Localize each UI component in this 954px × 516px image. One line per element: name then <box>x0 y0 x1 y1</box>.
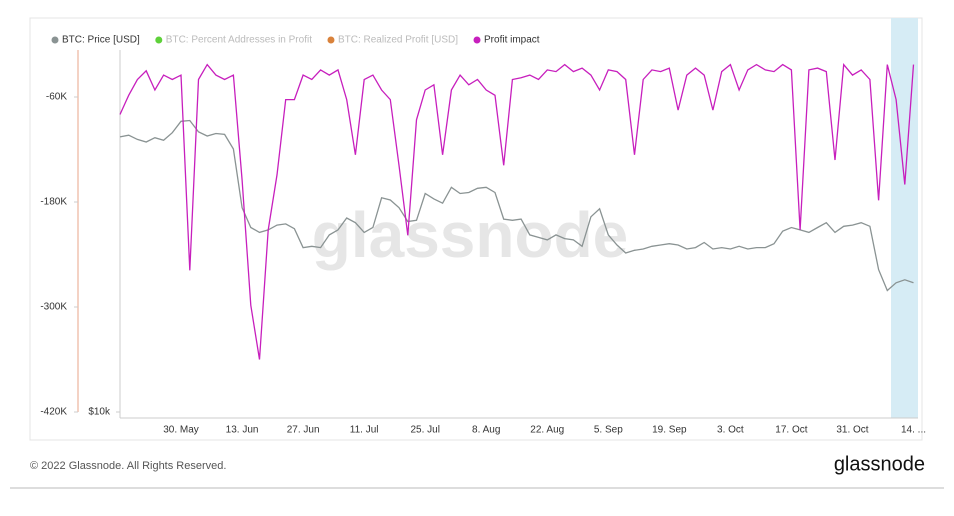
legend-marker <box>155 36 163 44</box>
y-tick-label: -300K <box>40 302 67 313</box>
x-tick-label: 30. May <box>163 425 199 436</box>
x-tick-label: 25. Jul <box>410 425 439 436</box>
legend-marker <box>51 36 59 44</box>
x-tick-label: 17. Oct <box>775 425 807 436</box>
y2-tick-label: $10k <box>88 407 111 418</box>
logo: glassnode <box>834 453 925 475</box>
y-tick-label: -420K <box>40 407 67 418</box>
x-tick-label: 27. Jun <box>287 425 320 436</box>
y-tick-label: -60K <box>46 92 67 103</box>
y-tick-label: -180K <box>40 197 67 208</box>
legend-label: BTC: Realized Profit [USD] <box>338 35 458 46</box>
x-tick-label: 3. Oct <box>717 425 744 436</box>
legend-label: BTC: Percent Addresses in Profit <box>166 35 312 46</box>
x-tick-label: 8. Aug <box>472 425 500 436</box>
x-tick-label: 14. ... <box>901 425 926 436</box>
legend: BTC: Price [USD] BTC: Percent Addresses i… <box>51 35 540 46</box>
copyright: © 2022 Glassnode. All Rights Reserved. <box>30 460 226 472</box>
watermark: glassnode <box>312 199 629 271</box>
x-tick-label: 13. Jun <box>226 425 259 436</box>
highlight-band <box>891 18 918 418</box>
chart-frame <box>29 17 923 441</box>
x-tick-label: 5. Sep <box>594 425 623 436</box>
legend-label: BTC: Price [USD] <box>62 35 140 46</box>
x-tick-label: 11. Jul <box>350 425 379 436</box>
x-tick-label: 22. Aug <box>530 425 564 436</box>
legend-marker <box>327 36 335 44</box>
x-tick-label: 31. Oct <box>836 425 868 436</box>
legend-label: Profit impact <box>484 35 540 46</box>
series-line <box>119 119 914 292</box>
legend-marker <box>473 36 481 44</box>
series-line <box>119 62 915 360</box>
x-tick-label: 19. Sep <box>652 425 687 436</box>
